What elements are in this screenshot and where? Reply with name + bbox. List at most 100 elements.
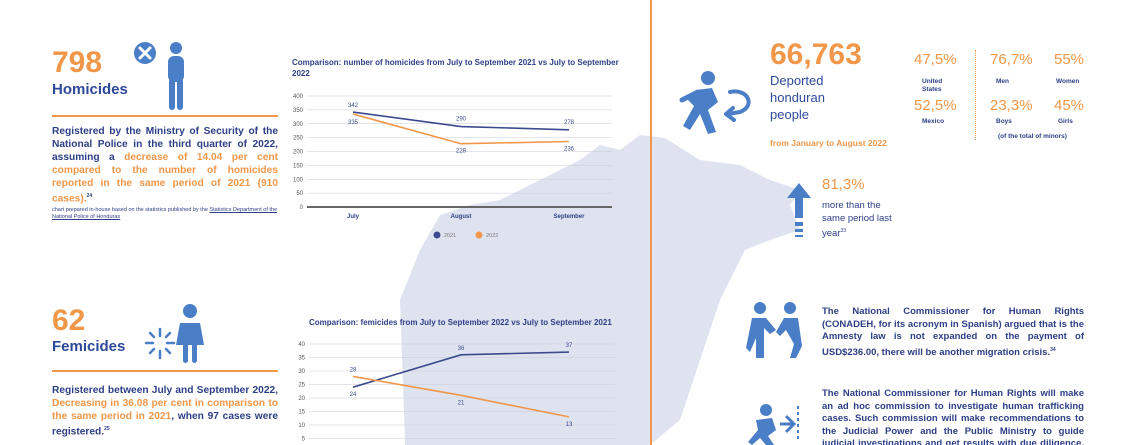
trafficking-person-icon — [748, 404, 799, 445]
chart1-title: Comparison: number of homicides from Jul… — [292, 58, 619, 78]
x-tick-label: September — [553, 214, 585, 220]
data-label: 335 — [348, 120, 359, 126]
data-label: 13 — [566, 422, 573, 428]
homicides-label: Homicides — [52, 81, 128, 98]
us-label-2: States — [922, 86, 942, 93]
y-tick-label: 10 — [298, 423, 305, 429]
homicides-value: 798 — [52, 46, 103, 79]
homicides-paragraph: Registered by the Ministry of Security o… — [52, 125, 278, 205]
increase-text-3: year — [822, 228, 841, 240]
person-cross-icon — [134, 42, 184, 110]
homicides-divider — [52, 115, 278, 117]
y-tick-label: 300 — [293, 122, 304, 128]
men-pct: 76,7% — [990, 51, 1033, 68]
femicides-divider — [52, 370, 278, 372]
homicides-para-text: Registered by the Ministry of Security o… — [52, 126, 278, 163]
y-tick-label: 15 — [298, 410, 305, 416]
stats-dotted-divider — [975, 50, 976, 140]
legend-marker — [433, 231, 441, 239]
series-line — [352, 113, 570, 145]
mexico-label: Mexico — [922, 118, 945, 125]
increase-value: 81,3% — [822, 176, 865, 193]
data-label: 228 — [456, 149, 467, 155]
conadeh-text: The National Commissioner for Human Righ… — [822, 306, 1084, 358]
us-pct: 47,5% — [914, 51, 957, 68]
deported-label: Deported honduran people — [770, 72, 825, 123]
series-line — [352, 351, 570, 388]
boys-pct: 23,3% — [990, 97, 1033, 114]
series-line — [352, 111, 570, 131]
deportation-person-icon — [679, 71, 751, 134]
chart2-title: Comparison: femicides from July to Septe… — [309, 318, 612, 327]
deported-period: from January to August 2022 — [770, 138, 887, 148]
data-label: 290 — [456, 117, 467, 123]
y-tick-label: 5 — [302, 437, 306, 443]
footnote-24: 24 — [86, 193, 93, 199]
y-tick-label: 20 — [298, 396, 305, 402]
data-label: 21 — [458, 400, 465, 406]
data-label: 37 — [566, 343, 573, 349]
minors-note: (of the total of minors) — [998, 133, 1067, 140]
x-tick-label: August — [451, 214, 472, 220]
y-tick-label: 350 — [293, 108, 304, 114]
woman-burst-icon — [144, 304, 204, 363]
homicides-line-chart: 0 50 100 150 200 250 300 350 400 July August Septem… — [293, 94, 612, 239]
footnote-34: 34 — [1050, 346, 1056, 353]
deported-label-1: Deported — [770, 73, 824, 88]
deported-value: 66,763 — [770, 38, 862, 71]
boys-label: Boys — [996, 118, 1012, 125]
y-tick-label: 30 — [298, 369, 305, 375]
y-tick-label: 0 — [300, 205, 304, 211]
footnote-25: 25 — [104, 426, 110, 432]
commission-paragraph: The National Commissioner for Human Righ… — [822, 388, 1084, 445]
femicides-value: 62 — [52, 304, 86, 337]
data-label: 36 — [458, 346, 465, 352]
data-label: 278 — [564, 120, 575, 126]
data-label: 24 — [350, 392, 357, 398]
femicides-paragraph: Registered between July and September 20… — [52, 384, 278, 438]
femicides-line-chart: 5 10 15 20 25 30 35 40 24 36 37 28 21 13 — [298, 342, 615, 443]
legend-marker — [475, 231, 483, 239]
deported-label-2: honduran — [770, 90, 825, 105]
data-label: 342 — [348, 103, 359, 109]
legend-label: 2022 — [486, 233, 498, 239]
women-pct: 55% — [1054, 51, 1085, 68]
women-label: Women — [1056, 78, 1080, 85]
y-tick-label: 35 — [298, 356, 305, 362]
femicides-para-highlight: Decreasing in 36.08 per cent in comparis… — [52, 398, 278, 422]
us-label-1: United — [922, 78, 943, 85]
femicides-label: Femicides — [52, 338, 126, 355]
men-label: Men — [996, 78, 1009, 85]
data-label: 28 — [350, 367, 357, 373]
homicides-para-highlight: decrease of 14.04 per cent compared to t… — [52, 152, 278, 205]
y-tick-label: 25 — [298, 383, 305, 389]
increase-text: more than the same period last year33 — [822, 200, 892, 241]
helping-person-icon — [746, 302, 802, 358]
series-line — [352, 375, 570, 418]
column-divider — [650, 0, 652, 445]
footnote-33: 33 — [840, 228, 847, 234]
mexico-pct: 52,5% — [914, 97, 957, 114]
data-label: 236 — [564, 147, 575, 153]
y-tick-label: 250 — [293, 136, 304, 142]
girls-pct: 45% — [1054, 97, 1085, 114]
homicides-source: chart prepared in-house based on the sta… — [52, 207, 282, 221]
y-tick-label: 400 — [293, 94, 304, 100]
increase-text-2: same period last — [822, 212, 892, 224]
girls-label: Girls — [1058, 118, 1073, 125]
femicides-para-text-end: , when 97 cases were registered. — [52, 411, 278, 438]
y-tick-label: 200 — [293, 150, 304, 156]
y-tick-label: 150 — [293, 163, 304, 169]
deported-label-3: people — [770, 107, 810, 122]
y-tick-label: 100 — [293, 177, 304, 183]
y-tick-label: 40 — [298, 342, 305, 348]
x-tick-label: July — [347, 214, 360, 220]
conadeh-paragraph: The National Commissioner for Human Righ… — [822, 306, 1084, 359]
source-link[interactable]: Statistics Department of the National Po… — [52, 207, 278, 220]
increase-text-1: more than the — [822, 200, 881, 211]
y-tick-label: 50 — [296, 191, 303, 197]
up-arrow-icon — [787, 183, 811, 237]
legend-label: 2021 — [444, 233, 456, 239]
femicides-para-text: Registered between July and September 20… — [52, 385, 278, 396]
